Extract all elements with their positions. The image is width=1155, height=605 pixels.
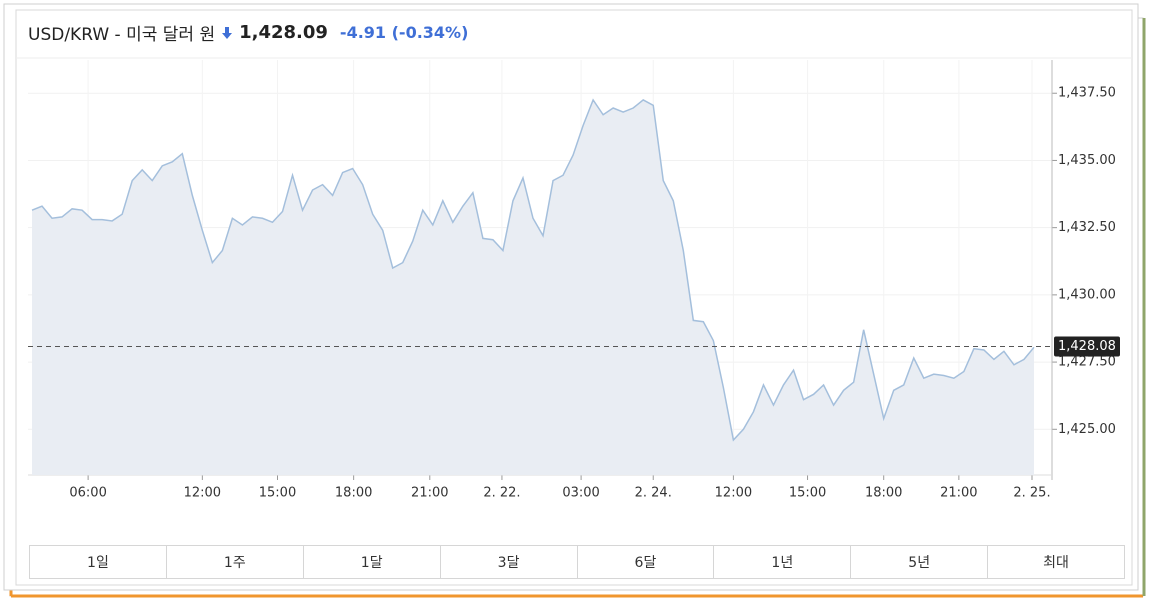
x-tick-label: 15:00 — [789, 486, 826, 501]
x-tick-label: 18:00 — [865, 486, 902, 501]
range-button[interactable]: 1일 — [30, 546, 167, 578]
range-button[interactable]: 1주 — [167, 546, 304, 578]
symbol: USD/KRW - 미국 달러 원 — [28, 25, 216, 45]
x-tick-label: 2. 25. — [1013, 486, 1050, 501]
y-tick-label: 1,430.00 — [1058, 287, 1116, 302]
range-selector: 1일 1주 1달 3달 6달 1년 5년 최대 — [29, 545, 1125, 579]
range-button[interactable]: 3달 — [441, 546, 578, 578]
area-fill — [32, 99, 1034, 476]
price-line — [31, 98, 1035, 442]
y-tick-label: 1,427.50 — [1058, 355, 1116, 370]
x-tick-label: 21:00 — [940, 486, 977, 501]
range-button[interactable]: 5년 — [851, 546, 989, 578]
range-button[interactable]: 1년 — [714, 546, 852, 578]
range-button[interactable]: 최대 — [1043, 555, 1069, 571]
last-price-box — [1054, 336, 1120, 357]
down-arrow — [222, 26, 233, 39]
x-tick-label: 06:00 — [69, 486, 106, 501]
x-tick-label: 2. 22. — [483, 486, 520, 501]
y-tick-label: 1,435.00 — [1058, 153, 1116, 168]
y-tick-label: 1,432.50 — [1058, 220, 1116, 235]
x-tick-label: 12:00 — [715, 486, 752, 501]
x-tick-label: 18:00 — [335, 486, 372, 501]
range-button[interactable]: 1달 — [304, 546, 441, 578]
x-tick-label: 15:00 — [259, 486, 296, 501]
x-tick-label: 2. 24. — [635, 486, 672, 501]
price: 1,428.09 — [239, 22, 328, 43]
x-tick-label: 12:00 — [184, 486, 221, 501]
y-tick-label: 1,425.00 — [1058, 422, 1116, 437]
x-tick-label: 03:00 — [562, 486, 599, 501]
x-tick-label: 21:00 — [411, 486, 448, 501]
y-tick-label: 1,437.50 — [1058, 86, 1116, 101]
change: -4.91 (-0.34%) — [339, 23, 469, 42]
last-price-label: 1,428.08 — [1058, 339, 1116, 354]
header: USD/KRW - 미국 달러 원 1,428.09 -4.91 (-0.34%… — [28, 20, 468, 45]
range-button[interactable]: 6달 — [578, 546, 715, 578]
